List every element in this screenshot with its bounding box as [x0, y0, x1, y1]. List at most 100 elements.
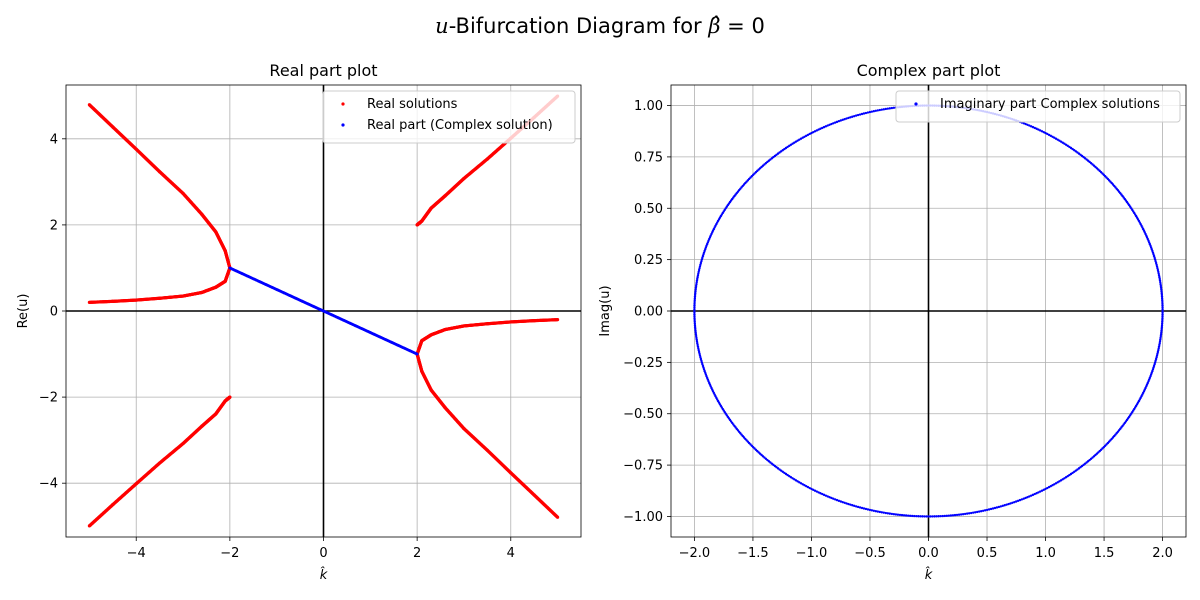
data-point — [884, 107, 888, 111]
x-tick-label: 2.0 — [1152, 546, 1173, 561]
data-point — [810, 487, 813, 491]
data-point — [812, 130, 815, 134]
data-point — [841, 118, 844, 122]
data-point — [1029, 494, 1033, 497]
x-tick-label: 0 — [319, 546, 327, 561]
data-point — [919, 515, 922, 518]
data-point — [1158, 340, 1162, 343]
data-point — [923, 515, 926, 518]
x-tick-label: 1.0 — [1035, 546, 1056, 561]
data-point — [915, 514, 918, 518]
data-point — [979, 509, 983, 513]
data-point — [694, 333, 698, 336]
data-point — [833, 498, 837, 501]
data-point — [991, 507, 995, 510]
data-point — [693, 316, 696, 320]
data-point — [832, 122, 835, 125]
data-point — [910, 514, 914, 518]
data-point — [1161, 316, 1164, 320]
data-point — [694, 291, 697, 295]
data-point — [695, 281, 698, 284]
data-point — [851, 115, 854, 118]
data-point — [892, 512, 896, 516]
data-point — [1037, 491, 1040, 494]
data-point — [904, 514, 908, 517]
data-point — [866, 111, 870, 114]
data-point — [935, 515, 938, 518]
plot-area — [671, 85, 1186, 537]
data-point — [1046, 132, 1049, 136]
data-point — [830, 122, 833, 126]
data-point — [945, 514, 949, 518]
data-point — [989, 507, 993, 511]
data-point — [1159, 281, 1162, 284]
data-point — [835, 498, 839, 502]
data-point — [1159, 338, 1162, 341]
data-point — [906, 514, 910, 517]
data-point — [815, 490, 819, 493]
data-point — [837, 499, 841, 503]
data-point — [694, 327, 697, 331]
data-point — [815, 129, 819, 132]
subplot-title: Real part plot — [269, 61, 377, 80]
data-point — [693, 315, 696, 318]
data-point — [937, 515, 940, 518]
data-point — [862, 112, 866, 115]
data-point — [878, 108, 882, 112]
data-point — [854, 114, 858, 117]
data-point — [826, 124, 829, 127]
data-point — [913, 514, 916, 518]
data-point — [826, 495, 829, 498]
data-point — [880, 108, 884, 111]
data-point — [847, 502, 850, 506]
data-point — [693, 299, 696, 302]
data-point — [849, 503, 852, 506]
data-point — [993, 506, 997, 510]
subplot-title: Complex part plot — [857, 61, 1001, 80]
x-tick-label: −1.0 — [796, 546, 828, 561]
data-point — [961, 512, 965, 516]
y-tick-label: 0 — [50, 305, 58, 320]
data-point — [1158, 277, 1161, 281]
data-point — [884, 511, 888, 515]
data-point — [693, 325, 697, 329]
data-point — [1161, 318, 1164, 322]
data-point — [1161, 320, 1164, 323]
data-point — [810, 131, 813, 135]
data-point — [868, 508, 872, 512]
legend-box — [895, 90, 1181, 123]
x-tick-label: −2 — [220, 546, 239, 561]
data-point — [1161, 306, 1164, 309]
data-point — [693, 297, 697, 300]
data-point — [845, 117, 848, 120]
data-point — [843, 501, 846, 505]
data-point — [1161, 315, 1164, 318]
data-point — [1005, 503, 1008, 506]
data-point — [947, 514, 951, 517]
data-point — [856, 505, 860, 509]
data-point — [555, 515, 560, 519]
data-point — [971, 511, 975, 514]
data-point — [1001, 504, 1004, 508]
data-point — [828, 123, 831, 126]
title-u-symbol: u — [435, 14, 449, 38]
legend-marker — [341, 102, 345, 106]
legend-label: Real solutions — [367, 97, 458, 112]
data-point — [1031, 125, 1035, 129]
data-point — [870, 509, 874, 512]
data-point — [963, 512, 967, 516]
data-point — [808, 486, 811, 490]
data-point — [1024, 122, 1027, 126]
data-point — [876, 109, 880, 112]
data-point — [1158, 341, 1161, 345]
data-point — [824, 125, 828, 128]
x-tick-label: 0.5 — [977, 546, 998, 561]
data-point — [845, 502, 848, 505]
data-point — [1035, 127, 1038, 130]
data-point — [819, 127, 822, 130]
data-point — [832, 497, 835, 500]
data-point — [1033, 492, 1036, 496]
x-tick-label: −1.5 — [737, 546, 769, 561]
data-point — [1003, 504, 1006, 507]
data-point — [856, 113, 860, 117]
